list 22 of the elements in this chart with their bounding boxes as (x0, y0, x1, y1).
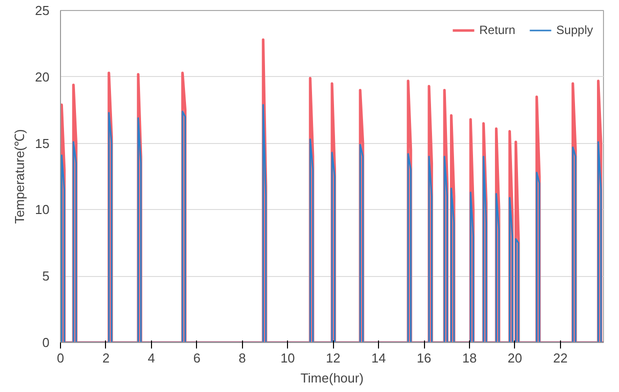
x-tick-label: 0 (56, 350, 64, 366)
x-tick-label: 2 (102, 350, 110, 366)
x-tick-label: 12 (326, 350, 340, 366)
x-tick-label: 14 (371, 350, 386, 366)
x-tick-label: 16 (416, 350, 432, 366)
y-tick-label: 15 (35, 136, 50, 151)
y-tick-label: 25 (35, 3, 50, 18)
legend-label: Supply (556, 23, 593, 37)
y-tick-label: 0 (42, 335, 50, 350)
y-tick-label: 5 (42, 268, 50, 284)
x-tick-label: 8 (238, 350, 246, 366)
x-tick-label: 4 (148, 350, 155, 366)
x-tick-label: 10 (280, 350, 295, 366)
y-tick-label: 20 (35, 69, 50, 84)
legend-label: Return (479, 23, 516, 37)
x-tick-label: 6 (193, 350, 200, 366)
x-tick-label: 20 (508, 350, 522, 366)
x-axis-title: Time(hour) (300, 370, 364, 386)
y-axis-title: Temperature(℃) (12, 129, 28, 224)
x-tick-label: 18 (462, 350, 477, 366)
y-tick-label: 10 (35, 202, 50, 218)
x-tick-label: 22 (553, 350, 568, 366)
